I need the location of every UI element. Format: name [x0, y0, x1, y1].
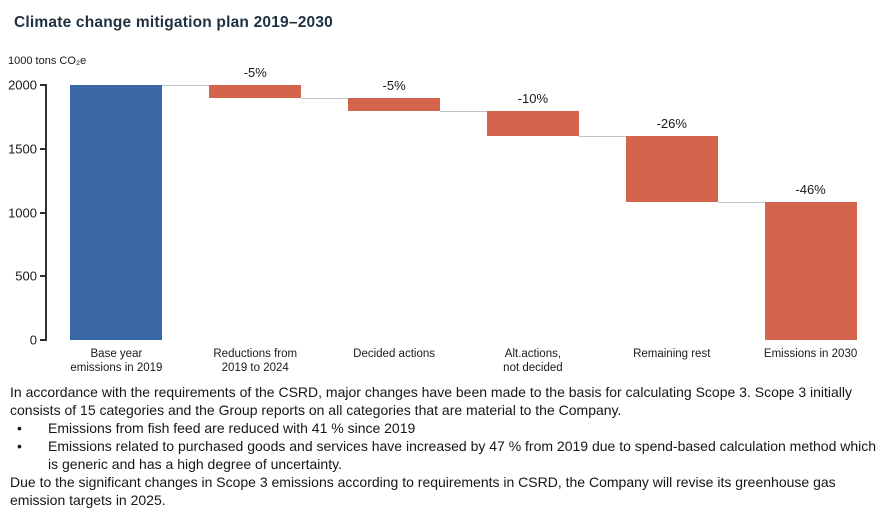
y-axis-unit-label: 1000 tons CO₂e [8, 55, 87, 67]
delta-label: -5% [382, 77, 406, 93]
y-axis-line [45, 84, 47, 341]
y-tick-mark [40, 339, 46, 341]
x-category-label: Alt.actions, not decided [503, 348, 563, 374]
x-category-label: Emissions in 2030 [763, 348, 858, 360]
y-tick-label: 0 [29, 332, 37, 348]
x-category-label: Remaining rest [633, 348, 711, 360]
waterfall-bar [70, 85, 163, 340]
plot-area: -5% -5% -10% -26% -46% [47, 65, 880, 340]
x-category-label: Decided actions [353, 348, 435, 360]
bullet-icon: • [17, 438, 22, 454]
y-axis-ticks [40, 84, 46, 341]
y-tick-label: 2000 [8, 77, 37, 93]
connector-line [578, 136, 626, 137]
connector-line [301, 97, 349, 99]
y-axis-labels: 2000 1500 1000 500 0 [0, 78, 37, 348]
waterfall-bar [625, 136, 718, 203]
note-bullet-item: • Emissions related to purchased goods an… [10, 437, 878, 473]
delta-label: -5% [243, 65, 267, 80]
delta-label: -46% [795, 182, 826, 198]
note-bullet-text: Emissions related to purchased goods and… [48, 438, 877, 472]
waterfall-bar [348, 97, 441, 111]
y-tick-mark [40, 147, 46, 150]
delta-label: -26% [656, 116, 687, 131]
y-tick-mark [40, 84, 46, 86]
y-tick-mark [40, 275, 46, 278]
x-category-label: Reductions from 2019 to 2024 [213, 348, 298, 374]
note-paragraph: In accordance with the requirements of t… [10, 384, 853, 418]
note-paragraph: Due to the significant changes in Scope … [10, 474, 836, 508]
y-tick-label: 500 [15, 268, 37, 284]
waterfall-bar [209, 85, 302, 98]
notes: In accordance with the requirements of t… [10, 383, 878, 509]
y-tick-label: 1500 [8, 141, 37, 157]
y-tick-label: 1000 [8, 205, 37, 220]
note-bullet-text: Emissions from fish feed are reduced wit… [48, 420, 416, 436]
delta-label: -10% [517, 90, 549, 106]
connector-line [717, 202, 765, 204]
connector-line [162, 85, 210, 86]
chart-title: Climate change mitigation plan 2019–2030 [14, 14, 333, 31]
waterfall-bar [486, 110, 579, 136]
y-tick-mark [40, 211, 46, 214]
bullet-icon: • [17, 420, 22, 436]
note-bullet-item: • Emissions from fish feed are reduced wi… [10, 419, 878, 437]
connector-line [440, 110, 487, 112]
waterfall-bar [764, 202, 857, 340]
x-axis-labels: Base year emissions in 2019 Reductions fro… [47, 347, 880, 381]
x-category-label: Base year emissions in 2019 [70, 348, 163, 374]
